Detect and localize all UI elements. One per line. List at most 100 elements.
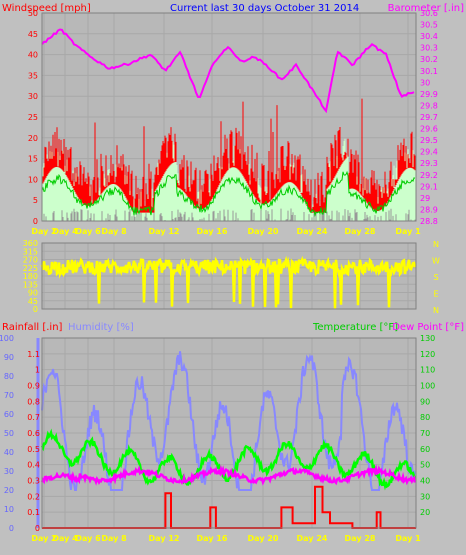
windspeed-tick: 5 (33, 196, 38, 205)
direction-tick: 135 (23, 280, 38, 289)
direction-plot-border (41, 242, 417, 310)
barometer-tick: 29.7 (420, 113, 438, 122)
rainfall-axis: 0 0.1 0.2 0.3 0.4 0.5 0.6 0.7 0.8 0.9 1 1.1 (27, 350, 40, 533)
compass-label: S (433, 273, 438, 282)
humidity-tick: 30 (4, 467, 14, 476)
top-x-tick: Day 6 (75, 227, 101, 236)
rainfall-tick: 0.5 (27, 445, 40, 454)
compass-label: E (433, 290, 438, 299)
bottom-x-tick: Day 8 (101, 534, 127, 543)
bottom-chart: 0 0.1 0.2 0.3 0.4 0.5 0.6 0.7 0.8 0.9 1 1.1 0 10 20 30… (0, 322, 464, 543)
barometer-tick: 29.9 (420, 90, 438, 99)
humidity-line (41, 351, 416, 491)
windspeed-tick: 35 (28, 71, 38, 80)
bottom-x-tick: Day 2 (31, 534, 56, 543)
rainfall-tick: 0.4 (27, 461, 40, 470)
rainfall-tick: 0.3 (27, 477, 40, 486)
windspeed-tick: 40 (28, 51, 38, 60)
windspeed-tick: 50 (28, 9, 38, 18)
barometer-tick: 30.1 (420, 67, 438, 76)
bottom-x-tick: Day 12 (149, 534, 180, 543)
compass-label: N (433, 240, 439, 249)
temperature-tick: 100 (420, 382, 435, 391)
dew-point-label: Dew Point [°F] (392, 322, 464, 333)
humidity-tick: 100 (0, 334, 14, 343)
bottom-x-tick: Day 28 (345, 534, 376, 543)
rainfall-tick: 0.6 (27, 429, 40, 438)
humidity-tick: 0 (9, 524, 14, 533)
direction-tick: 180 (23, 272, 38, 281)
direction-tick: 0 (33, 305, 38, 314)
barometer-tick: 30.2 (420, 55, 438, 64)
barometer-tick: 29.2 (420, 171, 438, 180)
windspeed-tick: 0 (33, 217, 38, 226)
humidity-tick: 20 (4, 486, 14, 495)
direction-tick: 225 (23, 264, 38, 273)
compass-label: W (432, 257, 440, 266)
barometer-tick: 29.8 (420, 101, 438, 110)
top-x-tick: Day 24 (297, 227, 328, 236)
dew-point-line (40, 463, 417, 486)
barometer-tick: 30.4 (420, 32, 438, 41)
temperature-tick: 120 (420, 350, 435, 359)
bottom-x-tick: Day 16 (197, 534, 228, 543)
bottom-x-tick: Day 4 (52, 534, 78, 543)
direction-tick: 315 (23, 247, 38, 256)
humidity-tick: 40 (4, 448, 14, 457)
temperature-tick: 130 (420, 334, 435, 343)
windspeed-axis: 0 5 10 15 20 25 30 35 40 45 50 (28, 9, 38, 226)
barometer-tick: 29.1 (420, 182, 438, 191)
top-x-tick: Day 8 (101, 227, 127, 236)
temperature-label: Temperature [°F] (312, 322, 398, 333)
barometer-tick: 30.3 (420, 44, 438, 53)
temperature-tick: 70 (420, 429, 430, 438)
windspeed-tick: 25 (28, 113, 38, 122)
direction-tick: 270 (23, 256, 38, 265)
temperature-axis: 20 30 40 50 60 70 80 90 100 110 120 130 (420, 334, 435, 517)
barometer-axis: 28.8 28.9 29 29.1 29.2 29.3 29.4 29.5 29.6 29.7 29… (420, 9, 438, 226)
windspeed-tick: 10 (28, 175, 38, 184)
top-plot-border (41, 12, 417, 222)
rainfall-tick: 1 (35, 366, 40, 375)
wind-series (41, 98, 416, 221)
top-x-tick: Day 4 (52, 227, 78, 236)
windspeed-tick: 45 (28, 30, 38, 39)
humidity-tick: 90 (4, 353, 14, 362)
barometer-tick: 29.3 (420, 159, 438, 168)
barometer-tick: 29 (420, 194, 430, 203)
barometer-label: Barometer [.in] (388, 3, 464, 14)
compass-label: N (433, 306, 439, 315)
wind-average-line (41, 170, 416, 218)
bottom-x-tick: Day 1 (395, 534, 421, 543)
barometer-tick: 30.6 (420, 9, 438, 18)
barometer-tick: 29.4 (420, 148, 438, 157)
top-x-tick: Day 2 (31, 227, 56, 236)
top-x-tick: Day 28 (345, 227, 376, 236)
top-x-tick: Day 1 (395, 227, 421, 236)
rainfall-tick: 0 (35, 524, 40, 533)
humidity-tick: 10 (4, 505, 14, 514)
humidity-tick: 50 (4, 429, 14, 438)
rainfall-tick: 0.9 (27, 382, 40, 391)
windspeed-tick: 15 (28, 155, 38, 164)
temperature-tick: 80 (420, 413, 430, 422)
direction-tick: 360 (23, 239, 38, 248)
barometer-tick: 30.5 (420, 21, 438, 30)
barometer-tick: 28.9 (420, 205, 438, 214)
windspeed-tick: 20 (28, 134, 38, 143)
rainfall-tick: 0.2 (27, 492, 40, 501)
temperature-tick: 60 (420, 445, 430, 454)
temperature-tick: 110 (420, 366, 435, 375)
bottom-x-tick: Day 6 (75, 534, 101, 543)
humidity-tick: 80 (4, 372, 14, 381)
temperature-tick: 50 (420, 461, 430, 470)
rainfall-label: Rainfall [.in] (2, 322, 63, 333)
humidity-tick: 70 (4, 391, 14, 400)
temperature-line (40, 428, 417, 491)
barometer-tick: 28.8 (420, 217, 438, 226)
direction-tick: 45 (28, 297, 38, 306)
